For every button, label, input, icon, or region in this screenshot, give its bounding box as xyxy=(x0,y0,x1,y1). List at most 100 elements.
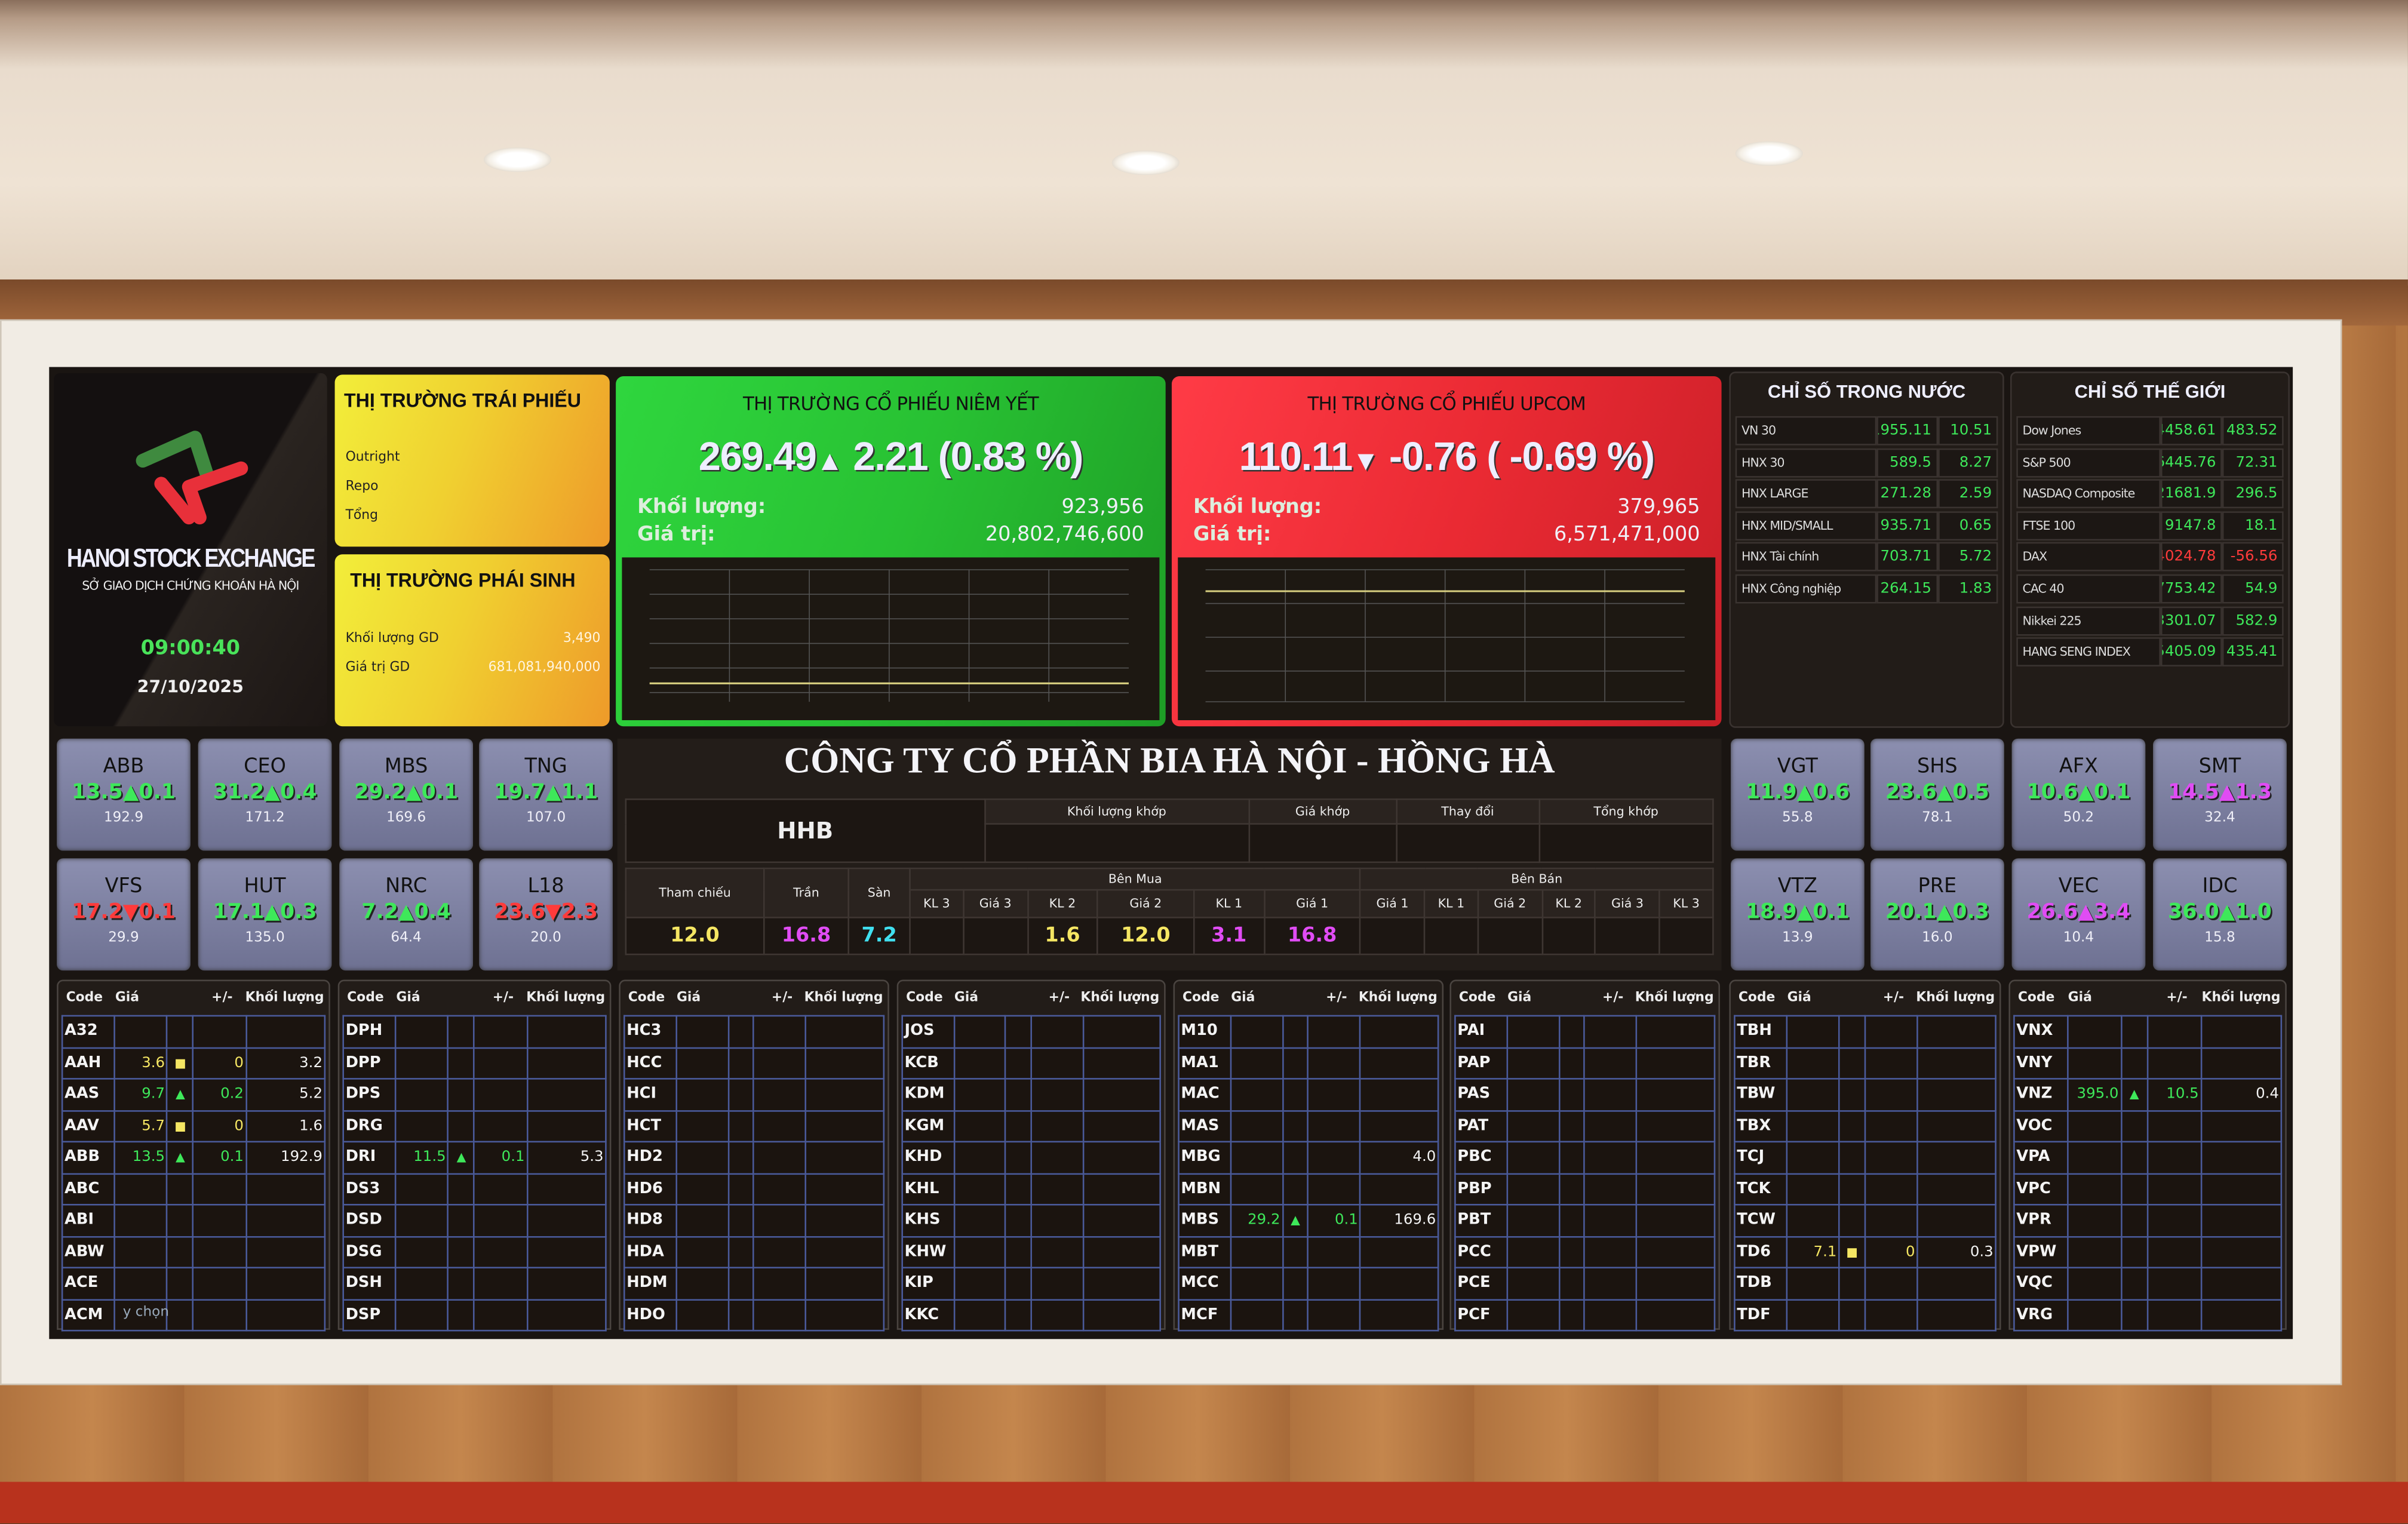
table-row[interactable]: MCF xyxy=(1178,1298,1439,1332)
table-row[interactable]: AAS 9.7 ▲ 0.2 5.2 xyxy=(61,1078,326,1111)
table-row[interactable]: DSH xyxy=(342,1267,607,1300)
table-row[interactable]: HCT xyxy=(623,1109,885,1143)
table-row[interactable]: ACE xyxy=(61,1267,326,1300)
stock-tile-idc[interactable]: IDC 36.0▲1.0 15.8 xyxy=(2153,858,2287,971)
table-row[interactable]: KHD xyxy=(901,1141,1161,1174)
table-row[interactable]: HDO xyxy=(623,1298,885,1332)
table-row[interactable]: MBS 29.2 ▲ 0.1 169.6 xyxy=(1178,1204,1439,1237)
table-row[interactable]: VNY xyxy=(2013,1046,2283,1080)
table-row[interactable]: DSG xyxy=(342,1235,607,1268)
table-row[interactable]: ABW xyxy=(61,1235,326,1268)
table-row[interactable]: KCB xyxy=(901,1046,1161,1080)
table-row[interactable]: JOS xyxy=(901,1015,1161,1048)
table-row[interactable]: VNX xyxy=(2013,1015,2283,1048)
table-row[interactable]: DPP xyxy=(342,1046,607,1080)
table-row[interactable]: MAS xyxy=(1178,1109,1439,1143)
table-row[interactable]: AAV 5.7 ■ 0 1.6 xyxy=(61,1109,326,1143)
table-row[interactable]: PAI xyxy=(1454,1015,1716,1048)
table-row[interactable]: VQC xyxy=(2013,1267,2283,1300)
table-row[interactable]: HD6 xyxy=(623,1172,885,1206)
table-row[interactable]: VRG xyxy=(2013,1298,2283,1332)
table-row[interactable]: PAS xyxy=(1454,1078,1716,1111)
table-row[interactable]: PBT xyxy=(1454,1204,1716,1237)
table-row[interactable]: TCK xyxy=(1734,1172,1997,1206)
table-row[interactable]: TDB xyxy=(1734,1267,1997,1300)
table-row[interactable]: KHL xyxy=(901,1172,1161,1206)
table-row[interactable]: PBP xyxy=(1454,1172,1716,1206)
table-row[interactable]: HC3 xyxy=(623,1015,885,1048)
stock-tile-mbs[interactable]: MBS 29.2▲0.1 169.6 xyxy=(339,738,473,851)
table-row[interactable]: TDF xyxy=(1734,1298,1997,1332)
table-row[interactable]: TBW xyxy=(1734,1078,1997,1111)
stock-tile-nrc[interactable]: NRC 7.2▲0.4 64.4 xyxy=(339,858,473,971)
trend-icon xyxy=(1558,1109,1586,1143)
table-row[interactable]: KHW xyxy=(901,1235,1161,1268)
table-row[interactable]: HDM xyxy=(623,1267,885,1300)
stock-tile-vgt[interactable]: VGT 11.9▲0.6 55.8 xyxy=(1730,738,1865,851)
table-row[interactable]: PCC xyxy=(1454,1235,1716,1268)
tile-price: 23.6 xyxy=(494,899,545,924)
table-row[interactable]: DRI 11.5 ▲ 0.1 5.3 xyxy=(342,1141,607,1174)
stock-tile-vtz[interactable]: VTZ 18.9▲0.1 13.9 xyxy=(1730,858,1865,971)
table-row[interactable]: HCI xyxy=(623,1078,885,1111)
table-row[interactable]: TCW xyxy=(1734,1204,1997,1237)
table-row[interactable]: HD8 xyxy=(623,1204,885,1237)
table-row[interactable]: PCF xyxy=(1454,1298,1716,1332)
table-row[interactable]: VPA xyxy=(2013,1141,2283,1174)
stock-tile-hut[interactable]: HUT 17.1▲0.3 135.0 xyxy=(198,858,332,971)
table-row[interactable]: MBN xyxy=(1178,1172,1439,1206)
table-row[interactable]: DPH xyxy=(342,1015,607,1048)
stock-tile-vfs[interactable]: VFS 17.2▼0.1 29.9 xyxy=(57,858,191,971)
stock-code: PBC xyxy=(1454,1141,1508,1174)
stock-tile-l18[interactable]: L18 23.6▼2.3 20.0 xyxy=(479,858,613,971)
table-row[interactable]: KKC xyxy=(901,1298,1161,1332)
table-row[interactable]: VPW xyxy=(2013,1235,2283,1268)
table-row[interactable]: HCC xyxy=(623,1046,885,1080)
table-row[interactable]: AAH 3.6 ■ 0 3.2 xyxy=(61,1046,326,1080)
table-row[interactable]: HD2 xyxy=(623,1141,885,1174)
table-row[interactable]: TD6 7.1 ■ 0 0.3 xyxy=(1734,1235,1997,1268)
table-row[interactable]: ACM xyxy=(61,1298,326,1332)
table-row[interactable]: VOC xyxy=(2013,1109,2283,1143)
table-row[interactable]: PAT xyxy=(1454,1109,1716,1143)
stock-tile-abb[interactable]: ABB 13.5▲0.1 192.9 xyxy=(57,738,191,851)
table-row[interactable]: TBH xyxy=(1734,1015,1997,1048)
table-row[interactable]: KGM xyxy=(901,1109,1161,1143)
table-row[interactable]: ABC xyxy=(61,1172,326,1206)
table-row[interactable]: HDA xyxy=(623,1235,885,1268)
table-row[interactable]: M10 xyxy=(1178,1015,1439,1048)
table-row[interactable]: KHS xyxy=(901,1204,1161,1237)
table-row[interactable]: VPR xyxy=(2013,1204,2283,1237)
table-row[interactable]: A32 xyxy=(61,1015,326,1048)
table-row[interactable]: DRG xyxy=(342,1109,607,1143)
table-row[interactable]: MA1 xyxy=(1178,1046,1439,1080)
table-row[interactable]: DSP xyxy=(342,1298,607,1332)
table-row[interactable]: DPS xyxy=(342,1078,607,1111)
table-row[interactable]: KIP xyxy=(901,1267,1161,1300)
table-row[interactable]: MBG 4.0 xyxy=(1178,1141,1439,1174)
table-row[interactable]: PAP xyxy=(1454,1046,1716,1080)
table-row[interactable]: MCC xyxy=(1178,1267,1439,1300)
stock-tile-shs[interactable]: SHS 23.6▲0.5 78.1 xyxy=(1870,738,2004,851)
table-row[interactable]: VPC xyxy=(2013,1172,2283,1206)
stock-tile-afx[interactable]: AFX 10.6▲0.1 50.2 xyxy=(2011,738,2146,851)
table-row[interactable]: PCE xyxy=(1454,1267,1716,1300)
table-row[interactable]: TBX xyxy=(1734,1109,1997,1143)
stock-tile-ceo[interactable]: CEO 31.2▲0.4 171.2 xyxy=(198,738,332,851)
table-row[interactable]: PBC xyxy=(1454,1141,1716,1174)
stock-tile-smt[interactable]: SMT 14.5▲1.3 32.4 xyxy=(2153,738,2287,851)
table-row[interactable]: MAC xyxy=(1178,1078,1439,1111)
table-row[interactable]: MBT xyxy=(1178,1235,1439,1268)
stock-tile-vec[interactable]: VEC 26.6▲3.4 10.4 xyxy=(2011,858,2146,971)
stock-tile-pre[interactable]: PRE 20.1▲0.3 16.0 xyxy=(1870,858,2004,971)
table-row[interactable]: VNZ 395.0 ▲ 10.5 0.4 xyxy=(2013,1078,2283,1111)
table-row[interactable]: ABB 13.5 ▲ 0.1 192.9 xyxy=(61,1141,326,1174)
stock-tile-tng[interactable]: TNG 19.7▲1.1 107.0 xyxy=(479,738,613,851)
table-row[interactable]: TCJ xyxy=(1734,1141,1997,1174)
stock-volume: 3.2 xyxy=(245,1046,326,1080)
table-row[interactable]: DSD xyxy=(342,1204,607,1237)
table-row[interactable]: ABI xyxy=(61,1204,326,1237)
table-row[interactable]: TBR xyxy=(1734,1046,1997,1080)
table-row[interactable]: DS3 xyxy=(342,1172,607,1206)
table-row[interactable]: KDM xyxy=(901,1078,1161,1111)
